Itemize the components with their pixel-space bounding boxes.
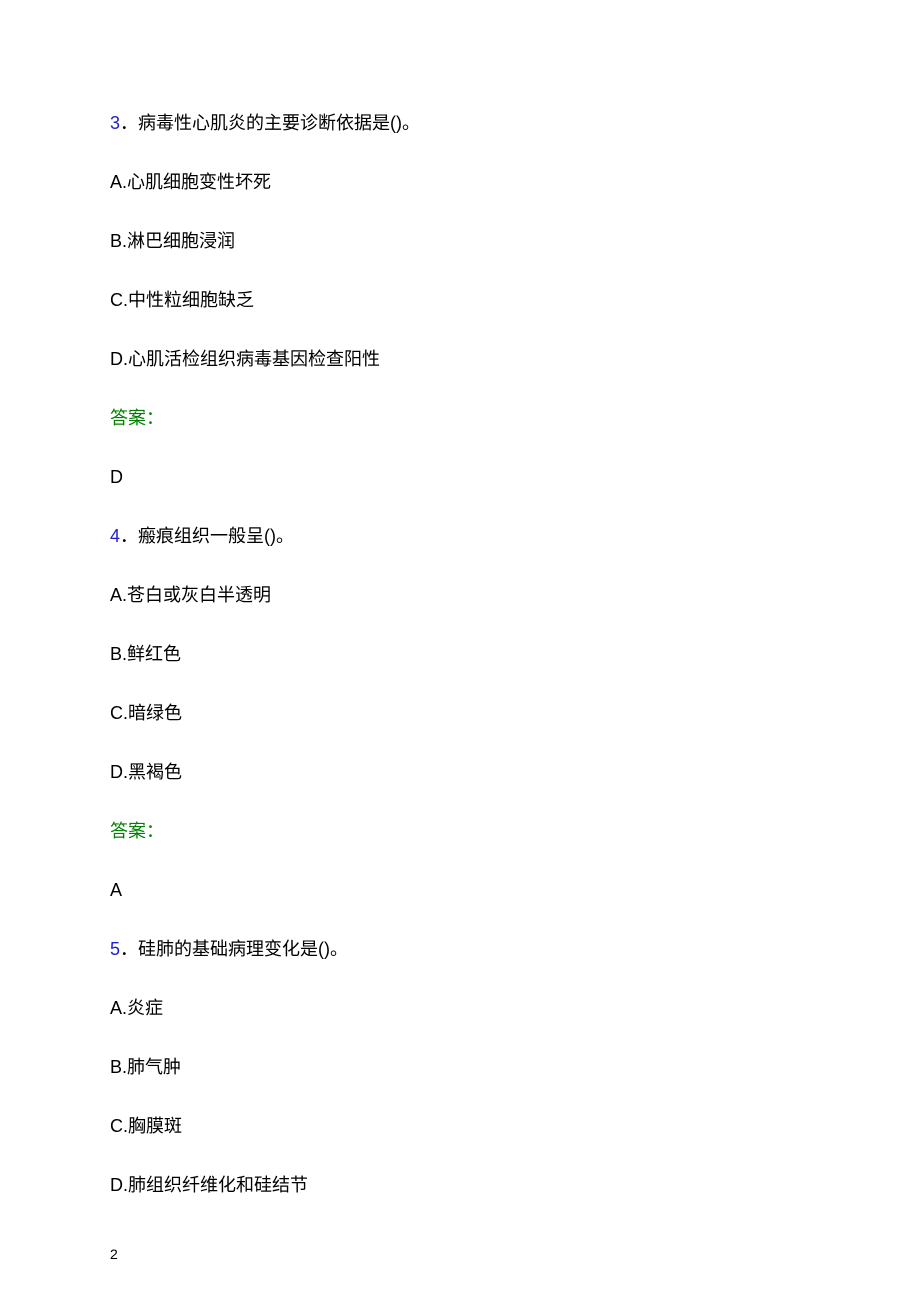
- option-d: D.肺组织纤维化和硅结节: [110, 1172, 810, 1199]
- question-separator: ．: [120, 526, 138, 546]
- question-stem: 硅肺的基础病理变化是()。: [138, 939, 348, 959]
- question-block-3: 3．病毒性心肌炎的主要诊断依据是()。 A.心肌细胞变性坏死 B.淋巴细胞浸润 …: [110, 110, 810, 491]
- option-b: B.鲜红色: [110, 641, 810, 668]
- option-c: C.暗绿色: [110, 700, 810, 727]
- question-stem: 瘢痕组织一般呈()。: [138, 526, 294, 546]
- question-block-5: 5．硅肺的基础病理变化是()。 A.炎症 B.肺气肿 C.胸膜斑 D.肺组织纤维…: [110, 936, 810, 1199]
- answer-label: 答案：: [110, 405, 810, 432]
- question-number: 4: [110, 526, 120, 546]
- option-a: A.苍白或灰白半透明: [110, 582, 810, 609]
- page-number: 2: [110, 1246, 118, 1262]
- option-b: B.淋巴细胞浸润: [110, 228, 810, 255]
- question-stem: 病毒性心肌炎的主要诊断依据是()。: [138, 113, 420, 133]
- question-text: 4．瘢痕组织一般呈()。: [110, 523, 810, 550]
- question-text: 3．病毒性心肌炎的主要诊断依据是()。: [110, 110, 810, 137]
- option-d: D.心肌活检组织病毒基因检查阳性: [110, 346, 810, 373]
- answer-value: D: [110, 464, 810, 491]
- answer-value: A: [110, 877, 810, 904]
- question-text: 5．硅肺的基础病理变化是()。: [110, 936, 810, 963]
- option-a: A.炎症: [110, 995, 810, 1022]
- option-c: C.胸膜斑: [110, 1113, 810, 1140]
- answer-label: 答案：: [110, 818, 810, 845]
- question-number: 3: [110, 113, 120, 133]
- question-separator: ．: [120, 939, 138, 959]
- question-separator: ．: [120, 113, 138, 133]
- option-a: A.心肌细胞变性坏死: [110, 169, 810, 196]
- option-c: C.中性粒细胞缺乏: [110, 287, 810, 314]
- question-number: 5: [110, 939, 120, 959]
- question-block-4: 4．瘢痕组织一般呈()。 A.苍白或灰白半透明 B.鲜红色 C.暗绿色 D.黑褐…: [110, 523, 810, 904]
- option-b: B.肺气肿: [110, 1054, 810, 1081]
- option-d: D.黑褐色: [110, 759, 810, 786]
